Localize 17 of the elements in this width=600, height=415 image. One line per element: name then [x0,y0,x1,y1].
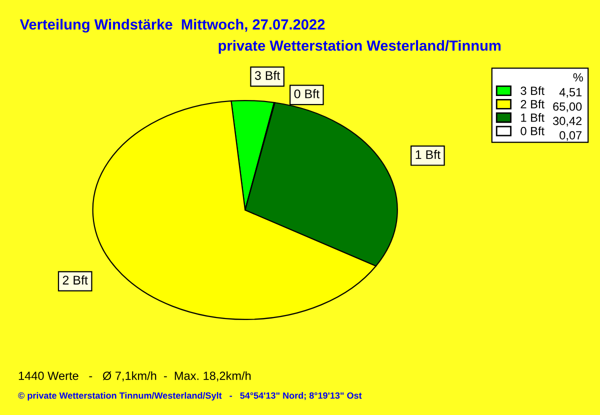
data-label: 4,51 [559,88,582,98]
data-label: 0,07 [560,131,582,141]
text: 1440 Werte - Ø 7,1km/h - Max. 18,2km/h [18,371,251,382]
slice-label: 1 Bft [416,150,440,160]
slice-label: 3 Bft [254,70,280,80]
legend-label: 0 Bft [520,126,544,136]
data-label: 65,00 [553,102,582,112]
data-label: 30,42 [553,116,582,127]
legend-title: % [573,73,583,82]
text: © private Wetterstation Tinnum/Westerland/Sylt - 54°54'13" Nord; 8°19'13" Ost [18,392,362,401]
legend-label: 2 Bft [520,100,544,108]
slice-label: 2 Bft [62,275,88,285]
chart-title: Verteilung Windstärke Mittwoch, 27.07.2022 [20,18,325,33]
chart-subtitle: private Wetterstation Westerland/Tinnum [218,40,501,54]
category-label: 0 Bft [294,89,320,98]
legend-label: 1 Bft [521,113,544,122]
legend-label: 3 Bft [520,86,544,95]
